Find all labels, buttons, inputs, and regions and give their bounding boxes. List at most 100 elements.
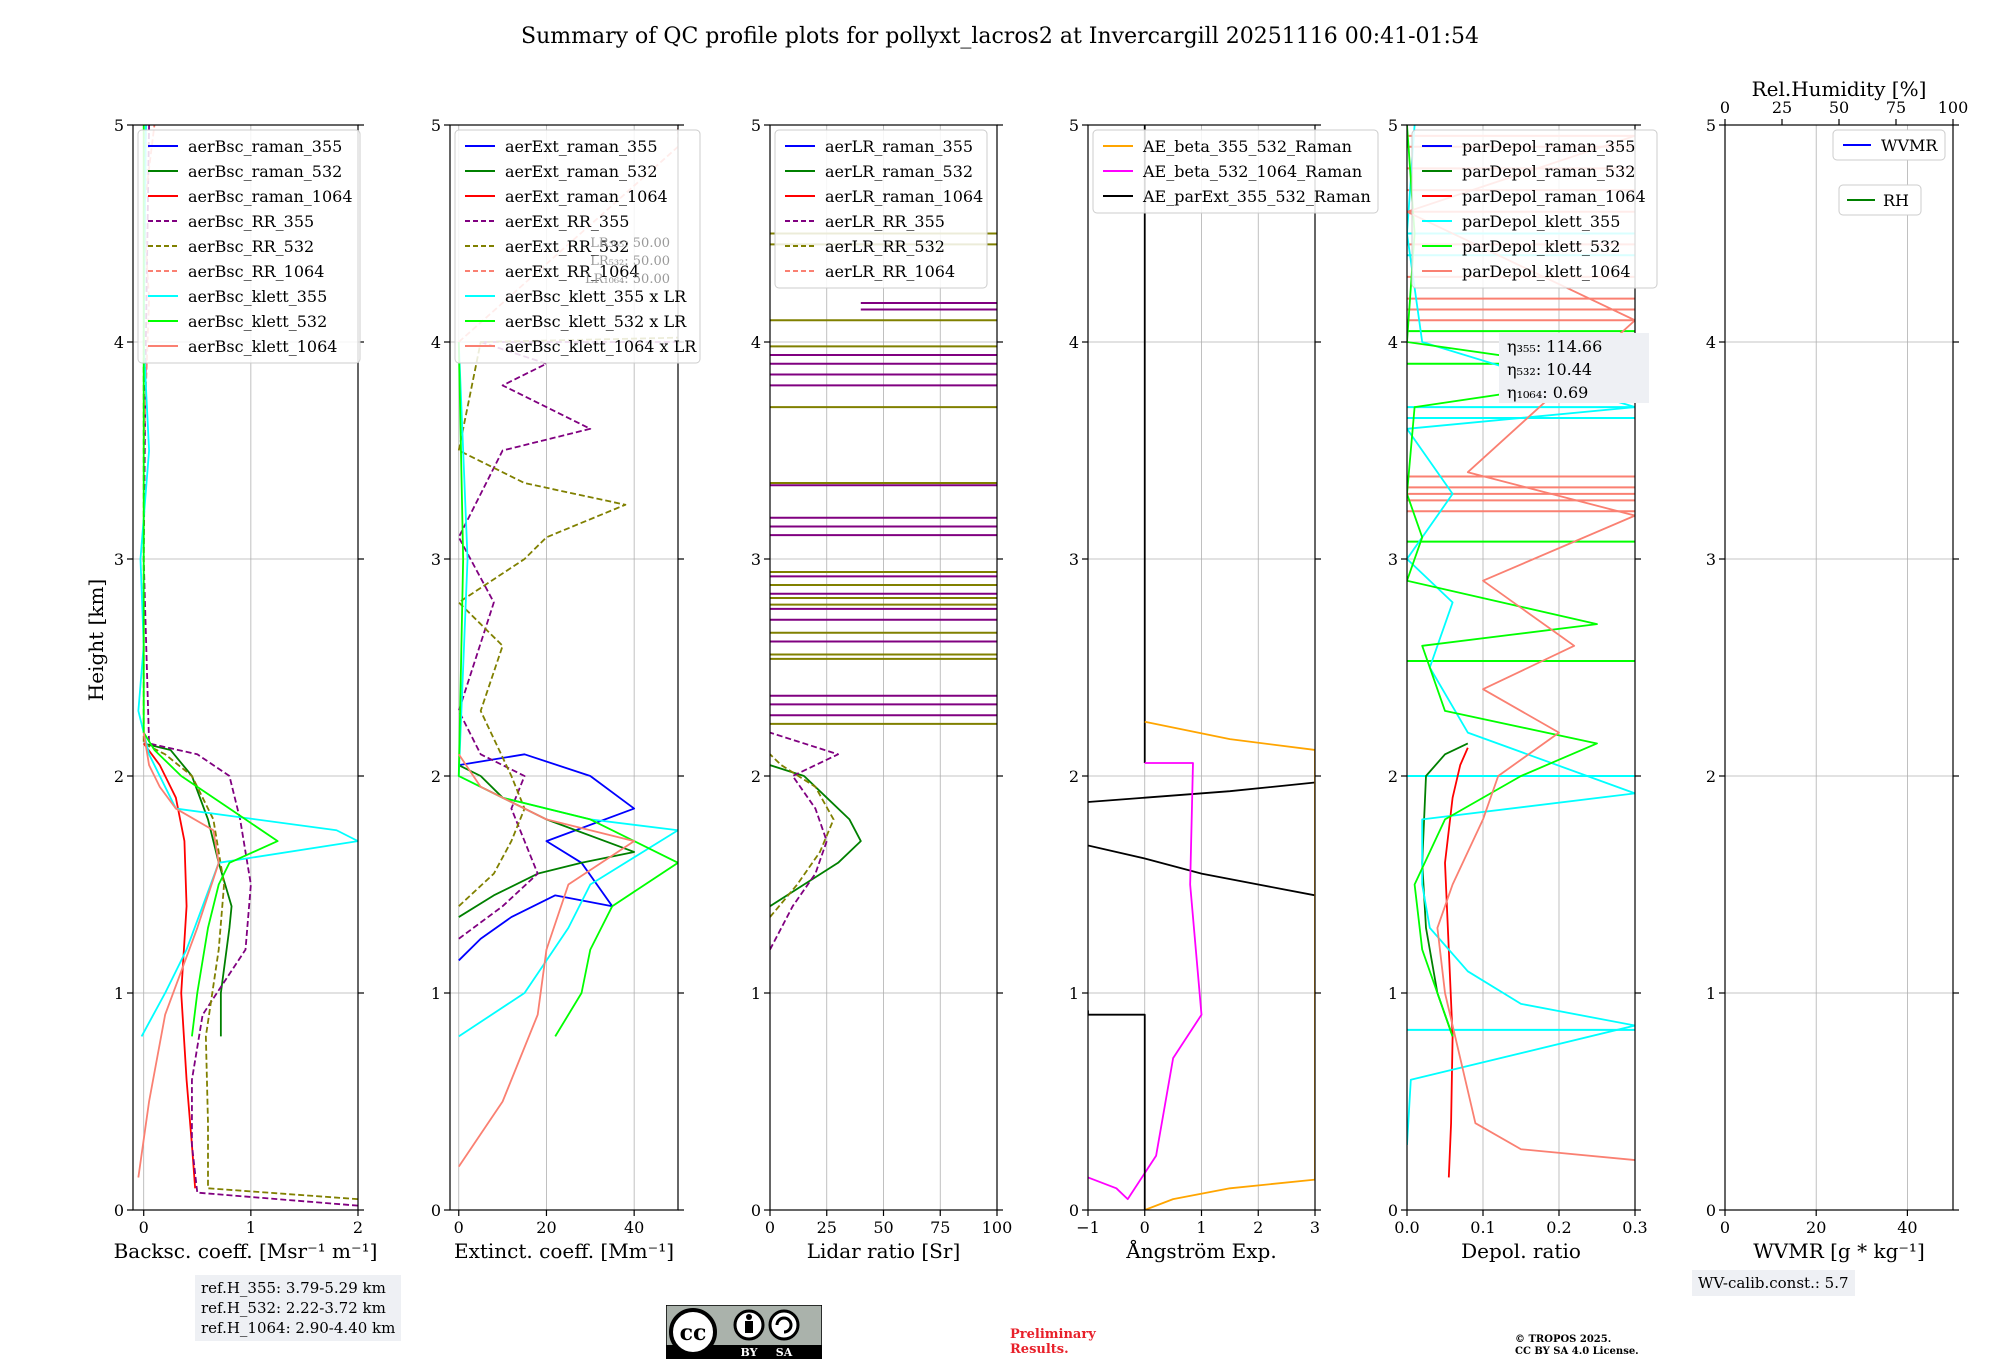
legend-label: AE_beta_355_532_Raman: [1142, 137, 1352, 156]
legend-label: aerBsc_klett_1064: [188, 337, 337, 356]
lidar-ratio-annotation: LR₁₀₆₄: 50.00: [585, 272, 670, 287]
series-line: [142, 125, 358, 1207]
legend-box: [774, 129, 988, 289]
x-tick-label: 1: [1196, 1218, 1206, 1237]
axes-frame: [449, 124, 679, 1211]
series-line: [1407, 134, 1635, 1161]
x-axis-label: Backsc. coeff. [Msr⁻¹ m⁻¹]: [114, 1239, 378, 1263]
legend-label: aerLR_RR_355: [825, 212, 945, 231]
legend: WVMR: [1832, 129, 1946, 161]
legend-box: [1411, 129, 1658, 289]
legend-label: aerBsc_RR_1064: [188, 262, 324, 281]
series-line: [457, 341, 678, 1038]
legend: parDepol_raman_355 parDepol_raman_532 parD…: [1411, 129, 1658, 289]
y-tick-label: 3: [1706, 550, 1716, 569]
y-tick-label: 5: [1388, 116, 1398, 135]
legend-label: parDepol_klett_1064: [1462, 262, 1631, 281]
top-x-tick-label: 25: [1772, 98, 1792, 117]
y-tick-label: 3: [751, 550, 761, 569]
y-tick-label: 1: [431, 984, 441, 1003]
x-axis-label: WVMR [g * kg⁻¹]: [1753, 1239, 1925, 1263]
y-tick-label: 2: [431, 767, 441, 786]
y-tick-label: 3: [1069, 550, 1079, 569]
eta-label: η₁₀₆₄: 0.69: [1507, 383, 1588, 402]
series-line: [1444, 747, 1469, 1178]
y-tick-label: 0: [751, 1201, 761, 1220]
y-tick-label: 1: [1388, 984, 1398, 1003]
share-alike-icon: [768, 1309, 800, 1341]
y-tick-label: 1: [1069, 984, 1079, 1003]
top-axis-label: Rel.Humidity [%]: [1752, 77, 1927, 101]
top-x-tick-label: 0: [1720, 98, 1730, 117]
profile-line: [1088, 844, 1315, 897]
copyright-line-2: CC BY SA 4.0 License.: [1515, 1346, 1639, 1357]
legend-label: RH: [1883, 191, 1909, 210]
legend-box: [137, 129, 361, 364]
x-tick-label: 1: [246, 1218, 256, 1237]
x-axis-label: Ångström Exp.: [1125, 1238, 1276, 1263]
x-tick-label: 40: [624, 1218, 644, 1237]
legend-label: aerLR_RR_1064: [825, 262, 955, 281]
y-tick-label: 2: [1706, 767, 1716, 786]
axes-frame: [1406, 124, 1636, 1211]
y-tick-label: 4: [431, 333, 441, 352]
series-line: [458, 764, 636, 918]
y-tick-label: 1: [751, 984, 761, 1003]
legend-label: aerBsc_raman_532: [188, 162, 342, 181]
svg-text:cc: cc: [680, 1320, 707, 1346]
legend: aerLR_raman_355 aerLR_raman_532 aerLR_rama…: [774, 129, 988, 289]
top-x-tick-label: 75: [1886, 98, 1906, 117]
eta-label: η₅₃₂: 10.44: [1507, 360, 1592, 379]
ticks: [444, 124, 684, 1216]
legend: aerExt_raman_355 aerExt_raman_532 aerExt_r…: [454, 129, 701, 364]
lidar-ratio-annotation: LR₅₃₂: 50.00: [590, 254, 670, 269]
ref-h-1064: ref.H_1064: 2.90-4.40 km: [201, 1319, 396, 1337]
x-tick-label: 20: [1806, 1218, 1826, 1237]
series-line: [457, 341, 678, 1037]
series-line: [457, 341, 678, 940]
legend-label: aerBsc_RR_355: [188, 212, 314, 231]
x-tick-label: 0.2: [1546, 1218, 1571, 1237]
legend-label: parDepol_raman_355: [1462, 137, 1635, 156]
series-line: [1407, 125, 1635, 1145]
series-line: [142, 742, 197, 1189]
y-tick-label: 5: [1069, 116, 1079, 135]
x-tick-label: 0.1: [1470, 1218, 1495, 1237]
y-axis-label: Height [km]: [84, 579, 108, 701]
y-tick-label: 0: [1069, 1201, 1079, 1220]
top-x-tick-label: 50: [1829, 98, 1849, 117]
legend-label: aerExt_raman_532: [505, 162, 658, 181]
legend-label: aerBsc_klett_1064 x LR: [505, 337, 697, 356]
profile-line: [1088, 781, 1315, 803]
legend-label: aerLR_raman_532: [825, 162, 973, 181]
y-tick-label: 2: [1388, 767, 1398, 786]
x-tick-label: 0: [454, 1218, 464, 1237]
y-tick-label: 2: [751, 767, 761, 786]
y-tick-label: 0: [431, 1201, 441, 1220]
panel-5: 0.0 0.1 0.2 0.3 0 1 2 3 4 5 Depol. ratio parDepol_r…: [1388, 116, 1658, 1263]
legend-label: aerExt_raman_355: [505, 137, 658, 156]
legend: aerBsc_raman_355 aerBsc_raman_532 aerBsc_r…: [137, 129, 361, 364]
axes-frame: [1724, 124, 1954, 1211]
y-tick-label: 0: [1706, 1201, 1716, 1220]
x-axis-label: Extinct. coeff. [Mm⁻¹]: [454, 1239, 674, 1263]
legend-box: [1092, 129, 1379, 214]
x-tick-label: 0: [1140, 1218, 1150, 1237]
cc-sa-label: SA: [776, 1346, 793, 1359]
copyright-note: © TROPOS 2025. CC BY SA 4.0 License.: [1515, 1334, 1639, 1358]
figure-title: Summary of QC profile plots for pollyxt_…: [521, 24, 1479, 49]
x-tick-label: 0: [139, 1218, 149, 1237]
legend-label: parDepol_klett_532: [1462, 237, 1620, 256]
preliminary-line-1: Preliminary: [1010, 1327, 1096, 1342]
wv-calib-box: WV-calib.const.: 5.7: [1692, 1270, 1855, 1296]
panel-6: 0 20 40 0 1 2 3 4 5 WVMR [g * kg⁻¹] 0 25 50 75 100 Rel.…: [1706, 77, 1968, 1263]
y-tick-label: 1: [1706, 984, 1716, 1003]
panel-2: 0 20 40 0 1 2 3 4 5 Extinct. coeff. [Mm⁻¹] aerExt_…: [431, 116, 701, 1263]
y-tick-label: 4: [751, 333, 761, 352]
x-tick-label: 0: [765, 1218, 775, 1237]
cc-by-label: BY: [741, 1346, 758, 1359]
preliminary-line-2: Results.: [1010, 1342, 1069, 1357]
x-tick-label: 40: [1897, 1218, 1917, 1237]
y-tick-label: 4: [1069, 333, 1079, 352]
